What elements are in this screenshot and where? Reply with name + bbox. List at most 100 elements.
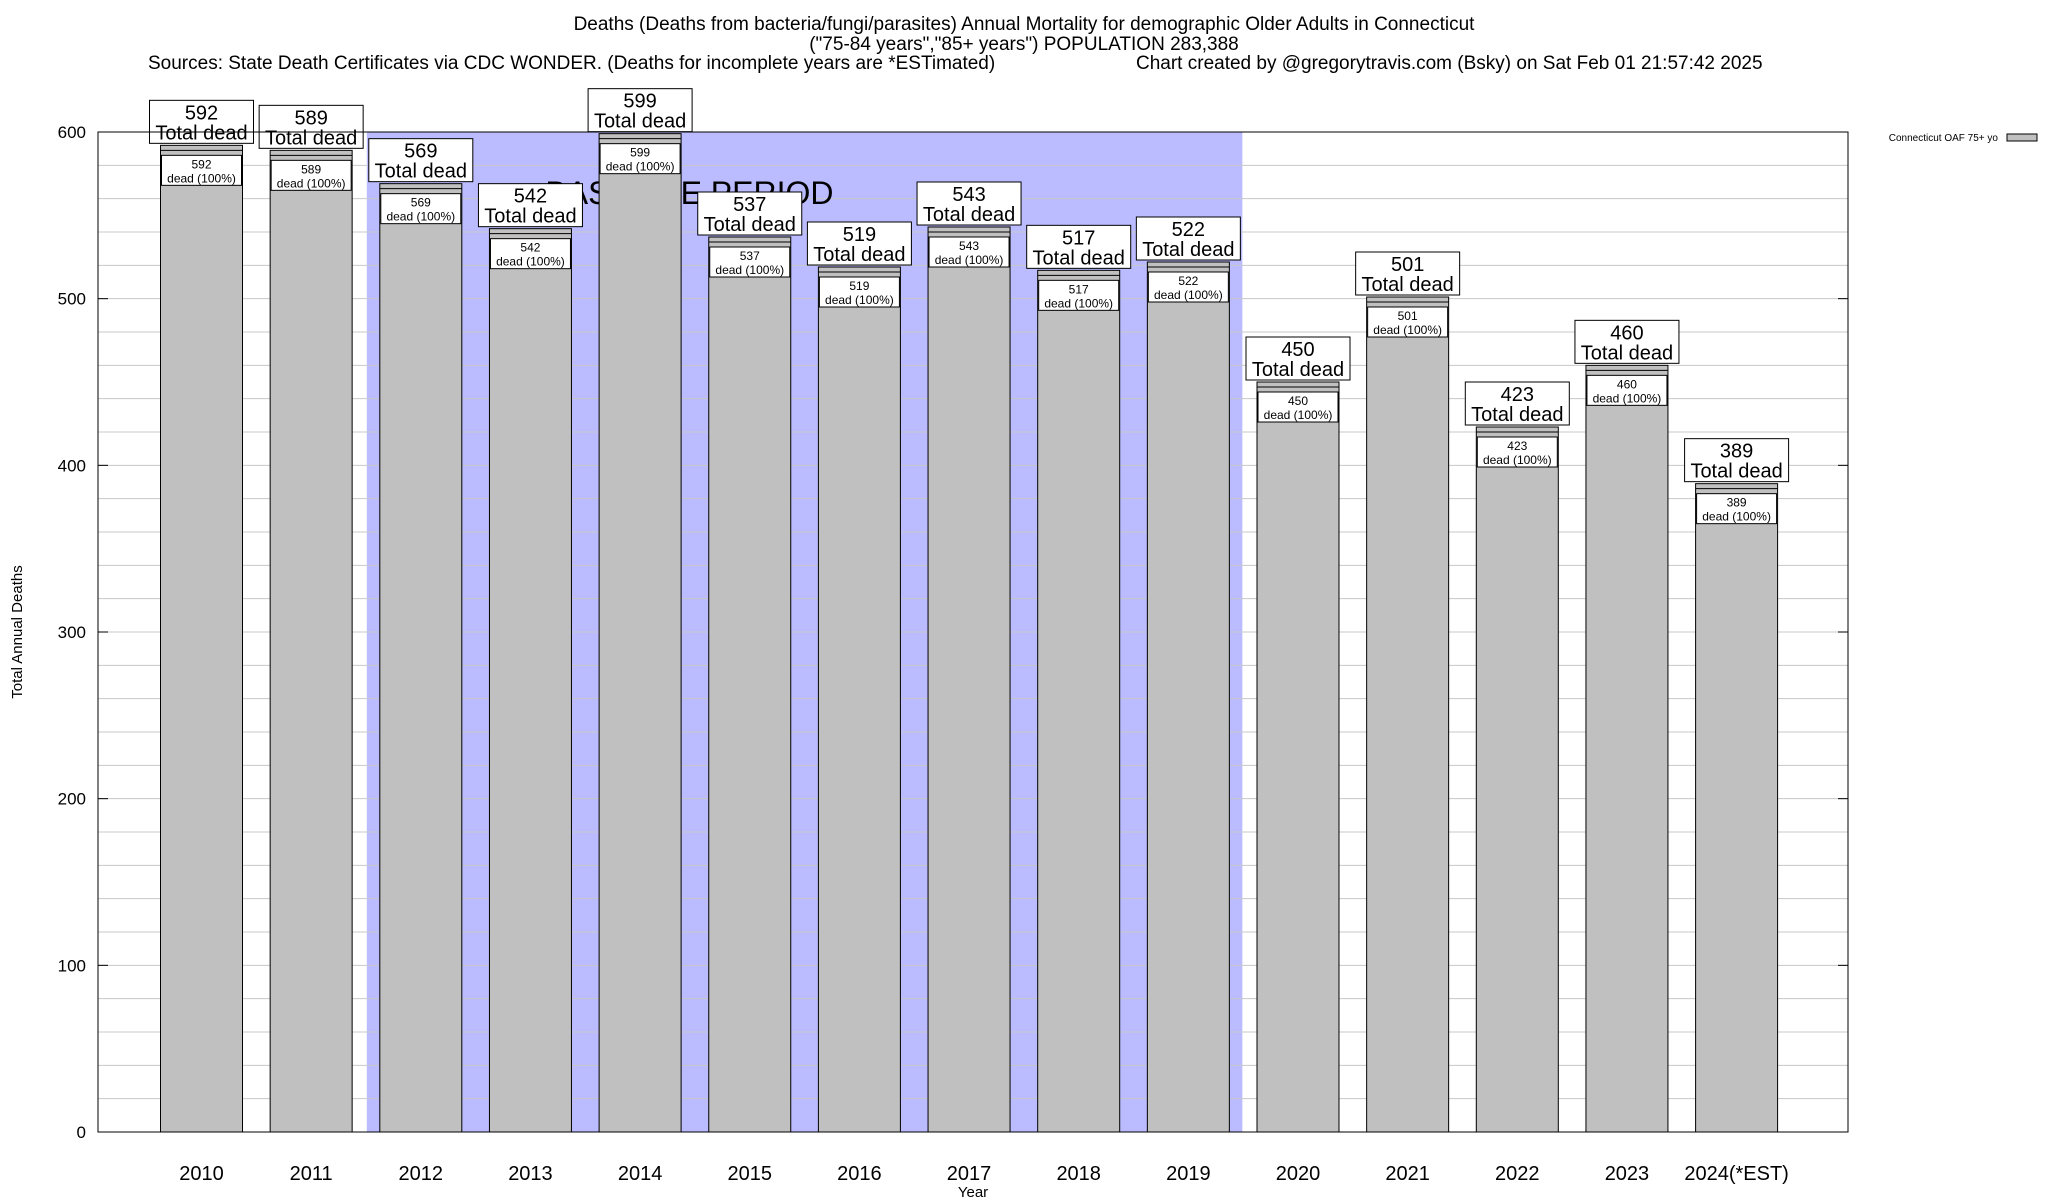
chart-credit: Chart created by @gregorytravis.com (Bsk… [1136, 53, 1763, 74]
bar-top-value: 592 [185, 102, 218, 124]
bar-inner-label-box [1367, 306, 1449, 338]
bar-top-label-box [1684, 438, 1790, 483]
bar-top-value: 543 [952, 184, 985, 206]
bar [269, 149, 353, 1133]
bar-top-label: Total dead [155, 122, 247, 144]
bar-top-label: Total dead [1252, 359, 1344, 381]
bar-top-label-box [258, 104, 364, 149]
bar-top-label-box [916, 181, 1022, 226]
bar-top-value: 450 [1281, 339, 1314, 361]
bar-top-value: 599 [623, 91, 656, 113]
bar-top-label: Total dead [594, 111, 686, 133]
bar-top-label: Total dead [1581, 342, 1673, 364]
bar-top-label: Total dead [1142, 239, 1234, 261]
bar-inner-label-box [1038, 279, 1120, 311]
bar [817, 266, 901, 1133]
bar-inner-value: 501 [1398, 309, 1418, 323]
x-tick-label: 2022 [1495, 1163, 1540, 1185]
bar-inner-label-box [599, 143, 681, 175]
bar-inner-value: 592 [191, 157, 211, 171]
bar [1585, 364, 1669, 1133]
bar-top-label: Total dead [375, 161, 467, 183]
x-tick-label: 2012 [399, 1163, 444, 1185]
y-tick-label: 200 [58, 790, 86, 809]
bar [1695, 483, 1779, 1133]
chart-title-line-2: ("75-84 years","85+ years") POPULATION 2… [809, 34, 1239, 55]
bar [160, 144, 243, 1133]
bar-inner-label: dead (100%) [935, 253, 1004, 267]
bar [927, 226, 1011, 1133]
bar-top-value: 569 [404, 141, 437, 163]
bar-top-label-box [1574, 319, 1680, 364]
bar-inner-value: 522 [1178, 274, 1198, 288]
y-tick-label: 600 [58, 123, 86, 142]
x-tick-label: 2019 [1166, 1163, 1211, 1185]
bar-top-value: 522 [1172, 219, 1205, 241]
bar-inner-label-box [1147, 271, 1229, 303]
bar [488, 228, 572, 1133]
bar [1366, 296, 1450, 1133]
bar-top-value: 389 [1720, 441, 1753, 463]
y-tick-label: 300 [58, 623, 86, 642]
bar-inner-label: dead (100%) [277, 176, 346, 190]
bar-top-label-box [806, 221, 912, 266]
bar-inner-label: dead (100%) [1044, 296, 1113, 310]
bar-inner-label-box [1476, 436, 1558, 468]
x-axis-label: Year [958, 1184, 988, 1200]
bar-top-value: 517 [1062, 227, 1095, 249]
x-tick-label: 2014 [618, 1163, 663, 1185]
x-tick-label: 2023 [1605, 1163, 1650, 1185]
bar-top-label: Total dead [484, 206, 576, 228]
bar [1256, 381, 1340, 1133]
bar-top-value: 589 [294, 107, 327, 129]
bar-inner-label-box [270, 159, 352, 191]
bar-inner-label-box [818, 276, 900, 308]
bar-inner-label-box [380, 193, 462, 225]
bar-inner-value: 423 [1507, 439, 1527, 453]
bar-inner-label-box [709, 246, 791, 278]
x-tick-label: 2020 [1276, 1163, 1321, 1185]
bar-top-label: Total dead [265, 127, 357, 149]
bar-inner-label-box [928, 236, 1010, 268]
bar-top-label-box [1135, 216, 1241, 261]
bar-top-label-box [697, 191, 803, 236]
bar-top-label: Total dead [1690, 461, 1782, 483]
bar-inner-label: dead (100%) [1483, 453, 1552, 467]
bar-top-label-box [149, 99, 254, 144]
bar-inner-label: dead (100%) [1593, 391, 1662, 405]
bar-inner-label: dead (100%) [1373, 323, 1442, 337]
bar-top-label: Total dead [704, 214, 796, 236]
bar-top-label-box [1355, 251, 1461, 296]
bar-inner-label: dead (100%) [496, 255, 565, 269]
plot-frame [97, 131, 1849, 1133]
bar-top-label-box [368, 138, 474, 183]
bar [1037, 269, 1121, 1133]
bar [379, 183, 463, 1133]
bar-top-label: Total dead [1471, 404, 1563, 426]
x-tick-label: 2015 [728, 1163, 773, 1185]
bar-top-label: Total dead [1033, 247, 1125, 269]
bar-inner-label-box [489, 238, 571, 270]
legend-label: Connecticut OAF 75+ yo [1889, 133, 1999, 144]
bar-inner-value: 450 [1288, 394, 1308, 408]
bar-inner-value: 460 [1617, 377, 1637, 391]
bar-top-label: Total dead [813, 244, 905, 266]
bar-top-value: 519 [843, 224, 876, 246]
x-tick-label: 2013 [508, 1163, 553, 1185]
y-tick-label: 400 [58, 456, 86, 475]
bar-top-label-box [1026, 224, 1132, 269]
x-tick-label: 2017 [947, 1163, 992, 1185]
chart-title-line-1: Deaths (Deaths from bacteria/fungi/paras… [573, 14, 1475, 35]
x-tick-label: 2010 [179, 1163, 224, 1185]
bar-inner-label: dead (100%) [1264, 408, 1333, 422]
bar-inner-label: dead (100%) [167, 171, 236, 185]
bar-top-value: 537 [733, 194, 766, 216]
bar-inner-value: 542 [520, 241, 540, 255]
bar-inner-value: 517 [1069, 282, 1089, 296]
bar-inner-label: dead (100%) [1702, 510, 1771, 524]
bar-top-label-box [477, 183, 583, 228]
bar-inner-label-box [161, 154, 242, 186]
x-tick-label: 2018 [1056, 1163, 1101, 1185]
bar-inner-label-box [1257, 391, 1339, 423]
bar-inner-value: 599 [630, 146, 650, 160]
